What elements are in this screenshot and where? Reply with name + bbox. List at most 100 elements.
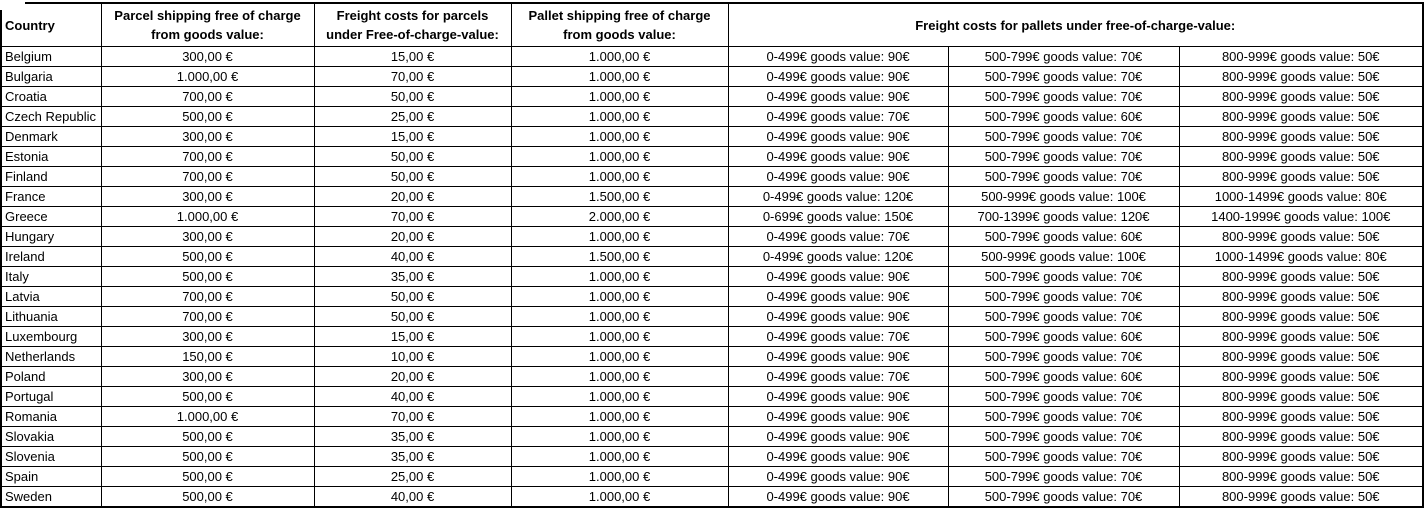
pallet-free-value-cell: 1.000,00 € [510,66,729,87]
col-header-parcel-cost: Freight costs for parcels under Free-of-… [313,2,512,47]
pallet-tier-1-cell: 0-499€ goods value: 120€ [727,186,949,207]
parcel-free-value-cell: 300,00 € [100,46,315,67]
pallet-tier-2-cell: 500-799€ goods value: 70€ [947,346,1180,367]
pallet-tier-3-cell: 800-999€ goods value: 50€ [1178,106,1424,127]
pallet-tier-2-cell: 500-799€ goods value: 60€ [947,106,1180,127]
parcel-cost-value-cell: 40,00 € [313,386,512,407]
pallet-tier-1-cell: 0-499€ goods value: 90€ [727,406,949,427]
pallet-tier-1-cell: 0-499€ goods value: 90€ [727,286,949,307]
corner-notch-top [0,0,25,4]
pallet-tier-2-cell: 500-799€ goods value: 60€ [947,226,1180,247]
parcel-free-value-cell: 700,00 € [100,306,315,327]
pallet-tier-3-cell: 800-999€ goods value: 50€ [1178,66,1424,87]
pallet-tier-2-cell: 500-799€ goods value: 60€ [947,366,1180,387]
pallet-tier-2-cell: 700-1399€ goods value: 120€ [947,206,1180,227]
pallet-tier-2-cell: 500-999€ goods value: 100€ [947,186,1180,207]
parcel-free-value-cell: 300,00 € [100,226,315,247]
table-row: Ireland 500,00 € 40,00 € 1.500,00 € 0-49… [0,246,1424,267]
pallet-free-value-cell: 1.000,00 € [510,406,729,427]
pallet-tier-2-cell: 500-799€ goods value: 70€ [947,146,1180,167]
parcel-free-value-cell: 500,00 € [100,466,315,487]
pallet-tier-3-cell: 800-999€ goods value: 50€ [1178,166,1424,187]
pallet-tier-3-cell: 1400-1999€ goods value: 100€ [1178,206,1424,227]
table-row: Slovenia 500,00 € 35,00 € 1.000,00 € 0-4… [0,446,1424,467]
country-cell: Luxembourg [0,326,102,347]
pallet-tier-1-cell: 0-499€ goods value: 70€ [727,226,949,247]
pallet-tier-1-cell: 0-499€ goods value: 70€ [727,366,949,387]
parcel-free-value-cell: 1.000,00 € [100,66,315,87]
parcel-cost-value-cell: 40,00 € [313,486,512,508]
table-header: Country Parcel shipping free of charge f… [0,2,1424,47]
pallet-tier-2-cell: 500-799€ goods value: 60€ [947,326,1180,347]
parcel-free-value-cell: 700,00 € [100,86,315,107]
pallet-tier-1-cell: 0-499€ goods value: 90€ [727,66,949,87]
pallet-free-value-cell: 1.000,00 € [510,306,729,327]
parcel-free-value-cell: 500,00 € [100,486,315,508]
parcel-cost-value-cell: 50,00 € [313,286,512,307]
pallet-tier-1-cell: 0-499€ goods value: 90€ [727,486,949,508]
parcel-cost-value-cell: 35,00 € [313,266,512,287]
parcel-free-value-cell: 500,00 € [100,446,315,467]
parcel-free-value-cell: 300,00 € [100,126,315,147]
parcel-free-value-cell: 300,00 € [100,326,315,347]
pallet-tier-1-cell: 0-499€ goods value: 90€ [727,46,949,67]
parcel-cost-value-cell: 25,00 € [313,466,512,487]
pallet-free-value-cell: 1.000,00 € [510,266,729,287]
parcel-free-value-cell: 700,00 € [100,166,315,187]
pallet-tier-3-cell: 800-999€ goods value: 50€ [1178,426,1424,447]
pallet-free-value-cell: 1.000,00 € [510,366,729,387]
table-row: Slovakia 500,00 € 35,00 € 1.000,00 € 0-4… [0,426,1424,447]
table-row: Belgium 300,00 € 15,00 € 1.000,00 € 0-49… [0,46,1424,67]
corner-notch-left [0,0,3,10]
table-row: Estonia 700,00 € 50,00 € 1.000,00 € 0-49… [0,146,1424,167]
parcel-cost-value-cell: 50,00 € [313,166,512,187]
table-row: Luxembourg 300,00 € 15,00 € 1.000,00 € 0… [0,326,1424,347]
table-row: Bulgaria 1.000,00 € 70,00 € 1.000,00 € 0… [0,66,1424,87]
table-row: Denmark 300,00 € 15,00 € 1.000,00 € 0-49… [0,126,1424,147]
pallet-free-value-cell: 1.000,00 € [510,106,729,127]
pallet-tier-2-cell: 500-799€ goods value: 70€ [947,266,1180,287]
table-body: Belgium 300,00 € 15,00 € 1.000,00 € 0-49… [0,46,1424,508]
country-cell: Croatia [0,86,102,107]
pallet-free-value-cell: 1.000,00 € [510,346,729,367]
pallet-tier-3-cell: 800-999€ goods value: 50€ [1178,386,1424,407]
pallet-tier-1-cell: 0-499€ goods value: 90€ [727,466,949,487]
pallet-free-value-cell: 1.000,00 € [510,466,729,487]
table-row: Romania 1.000,00 € 70,00 € 1.000,00 € 0-… [0,406,1424,427]
pallet-tier-2-cell: 500-999€ goods value: 100€ [947,246,1180,267]
parcel-free-value-cell: 500,00 € [100,106,315,127]
pallet-tier-1-cell: 0-499€ goods value: 90€ [727,146,949,167]
parcel-cost-value-cell: 20,00 € [313,186,512,207]
table-row: Sweden 500,00 € 40,00 € 1.000,00 € 0-499… [0,486,1424,508]
pallet-free-value-cell: 1.000,00 € [510,386,729,407]
pallet-tier-2-cell: 500-799€ goods value: 70€ [947,166,1180,187]
parcel-cost-value-cell: 70,00 € [313,206,512,227]
pallet-free-value-cell: 1.000,00 € [510,146,729,167]
table-row: France 300,00 € 20,00 € 1.500,00 € 0-499… [0,186,1424,207]
col-header-country: Country [0,2,102,47]
parcel-cost-value-cell: 15,00 € [313,46,512,67]
pallet-free-value-cell: 2.000,00 € [510,206,729,227]
country-cell: Hungary [0,226,102,247]
table-row: Croatia 700,00 € 50,00 € 1.000,00 € 0-49… [0,86,1424,107]
table-row: Poland 300,00 € 20,00 € 1.000,00 € 0-499… [0,366,1424,387]
pallet-tier-2-cell: 500-799€ goods value: 70€ [947,426,1180,447]
parcel-free-value-cell: 500,00 € [100,426,315,447]
parcel-cost-value-cell: 15,00 € [313,126,512,147]
country-cell: Netherlands [0,346,102,367]
parcel-cost-value-cell: 50,00 € [313,146,512,167]
table-row: Netherlands 150,00 € 10,00 € 1.000,00 € … [0,346,1424,367]
pallet-tier-3-cell: 800-999€ goods value: 50€ [1178,226,1424,247]
parcel-free-value-cell: 1.000,00 € [100,406,315,427]
pallet-tier-1-cell: 0-499€ goods value: 90€ [727,426,949,447]
col-header-pallet-free: Pallet shipping free of charge from good… [510,2,729,47]
pallet-tier-3-cell: 800-999€ goods value: 50€ [1178,306,1424,327]
pallet-tier-3-cell: 1000-1499€ goods value: 80€ [1178,246,1424,267]
country-cell: Greece [0,206,102,227]
parcel-cost-value-cell: 25,00 € [313,106,512,127]
parcel-cost-value-cell: 35,00 € [313,426,512,447]
parcel-cost-value-cell: 40,00 € [313,246,512,267]
parcel-cost-value-cell: 50,00 € [313,86,512,107]
